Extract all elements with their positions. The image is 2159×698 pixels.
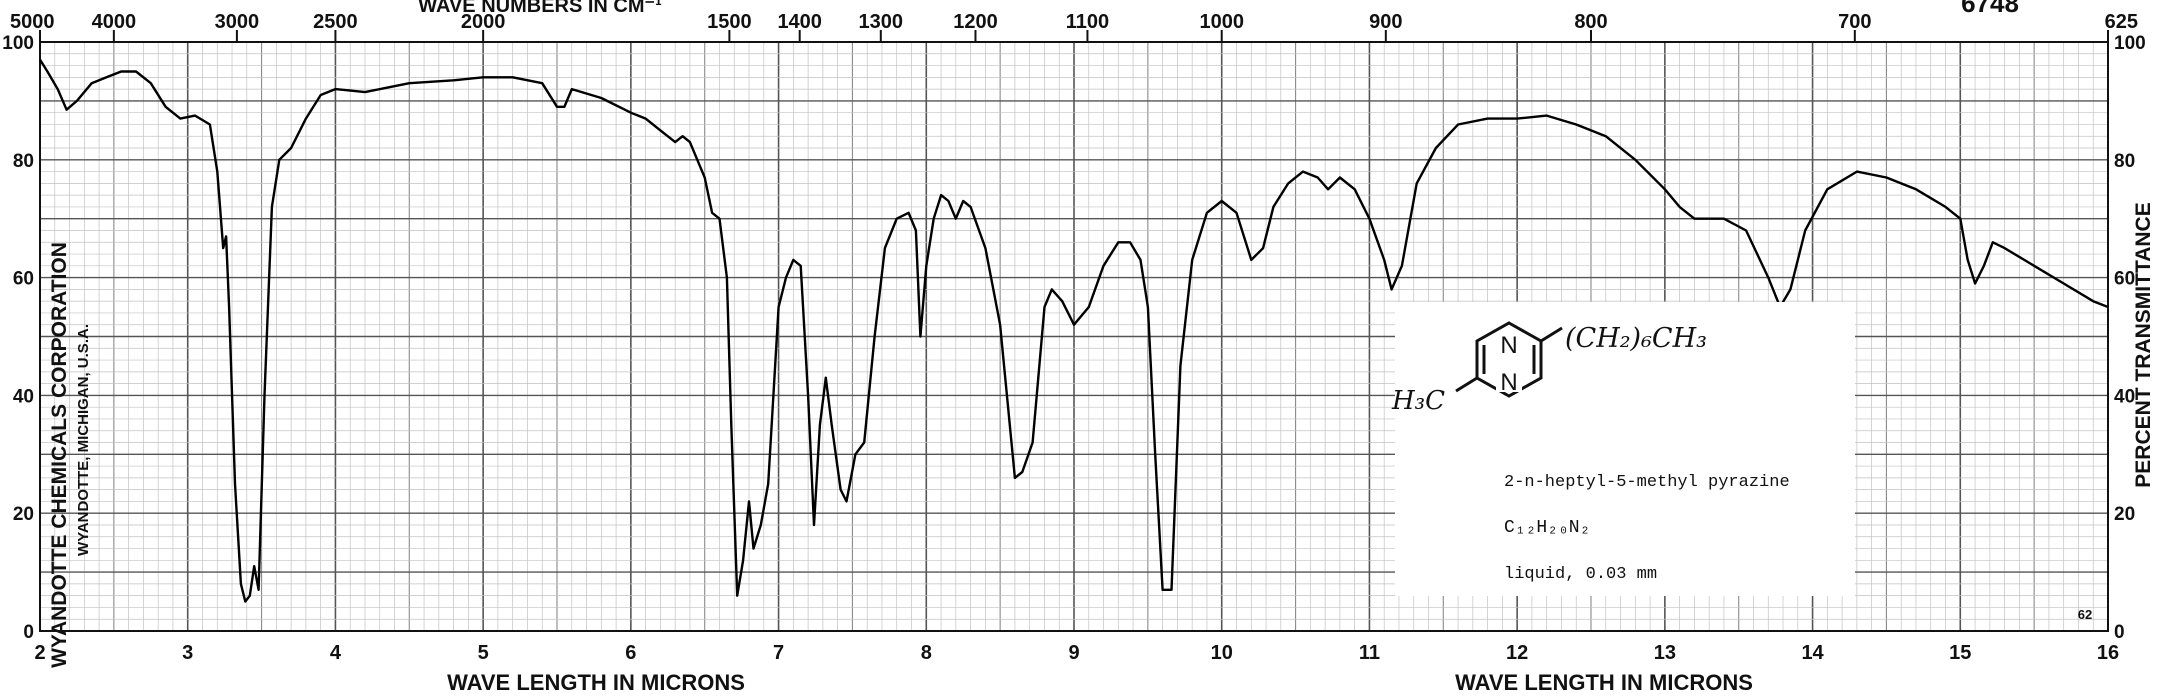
ring-nitrogen-top: N	[1500, 332, 1517, 359]
top-axis-ticks: 5000 4000 3000 2500 2000 1500 1400 1300 1200 1100…	[10, 11, 2138, 42]
company-name: WYANDOTTE CHEMICALS CORPORATION	[48, 242, 71, 668]
x-tick-label: 11	[1359, 642, 1380, 664]
top-tick-label: 1000	[1199, 11, 1244, 33]
y-tick-label-right: 20	[2114, 504, 2135, 525]
y-axis-label: PERCENT TRANSMITTANCE	[2132, 202, 2155, 487]
y-axis-ticks-left: 0 20 40 60 80 100	[2, 33, 34, 643]
top-tick-label: 1300	[859, 11, 904, 33]
substituent-heptyl: (CH₂)₆CH₃	[1565, 323, 1707, 354]
y-tick-label-left: 80	[13, 151, 34, 172]
top-tick-label: 700	[1838, 11, 1871, 33]
corner-number: 6748	[1961, 0, 2019, 18]
y-tick-label-left: 0	[23, 622, 34, 643]
x-tick-label: 9	[1068, 642, 1079, 664]
sample-description: liquid, 0.03 mm	[1504, 565, 1657, 584]
y-tick-label-left: 20	[13, 504, 34, 525]
x-tick-label: 3	[182, 642, 193, 664]
y-tick-label-left: 40	[13, 386, 34, 407]
top-tick-label: 2500	[313, 11, 358, 33]
x-tick-label: 15	[1949, 642, 1971, 664]
x-tick-label: 7	[773, 642, 784, 664]
n-top-mask	[1496, 332, 1522, 356]
top-tick-label: 800	[1574, 11, 1607, 33]
substituent-methyl: H₃C	[1391, 386, 1445, 416]
top-tick-label: 4000	[92, 11, 137, 33]
compound-panel: N N (CH₂)₆CH₃ H₃C 2-n-heptyl-5-methyl py…	[1391, 302, 1855, 596]
x-axis-label-right: WAVE LENGTH IN MICRONS	[1455, 670, 1753, 695]
compound-panel-background	[1395, 302, 1855, 596]
x-tick-label: 5	[478, 642, 489, 664]
top-tick-label: 625	[2105, 11, 2138, 33]
top-tick-label: 1200	[953, 11, 998, 33]
x-tick-label: 16	[2097, 642, 2119, 664]
x-tick-label: 10	[1211, 642, 1233, 664]
top-tick-label: 1400	[777, 11, 822, 33]
x-tick-label: 12	[1506, 642, 1528, 664]
top-tick-label: 5000	[10, 11, 55, 33]
x-tick-label: 2	[34, 642, 45, 664]
ring-nitrogen-bottom: N	[1500, 369, 1517, 396]
y-tick-label-right: 0	[2114, 622, 2125, 643]
top-tick-label: 1500	[707, 11, 752, 33]
y-tick-label-left: 60	[13, 269, 34, 290]
spectrum-line	[38, 59, 2109, 603]
series-layer	[38, 59, 2109, 603]
x-tick-label: 4	[330, 642, 342, 664]
x-tick-label: 13	[1654, 642, 1676, 664]
y-tick-label-left: 100	[2, 33, 34, 54]
top-tick-label: 1100	[1066, 11, 1109, 33]
y-tick-label-right: 80	[2114, 151, 2135, 172]
x-tick-label: 6	[625, 642, 636, 664]
compound-formula: C₁₂H₂₀N₂	[1504, 518, 1590, 538]
y-tick-label-right: 40	[2114, 386, 2135, 407]
top-axis-title: WAVE NUMBERS IN CM⁻¹	[418, 0, 662, 17]
x-tick-label: 14	[1801, 642, 1824, 664]
y-tick-label-right: 100	[2114, 33, 2146, 54]
chart-grid	[39, 41, 2109, 632]
y-axis-ticks-right: 0 20 40 60 80 100	[2114, 33, 2146, 643]
plot-frame	[39, 41, 2109, 632]
x-tick-label: 8	[921, 642, 932, 664]
company-location: WYANDOTTE, MICHIGAN, U.S.A.	[75, 324, 92, 556]
x-axis-ticks: 2 3 4 5 6 7 8 9 10 11 12 13 14 15 16	[34, 642, 2119, 664]
compound-name: 2-n-heptyl-5-methyl pyrazine	[1504, 473, 1790, 492]
n-bottom-mask	[1496, 368, 1522, 392]
top-tick-label: 900	[1369, 11, 1402, 33]
pyrazine-structure	[1455, 321, 1563, 398]
y-tick-label-right: 60	[2114, 269, 2135, 290]
top-tick-label: 2000	[461, 11, 506, 33]
top-tick-label: 3000	[215, 11, 260, 33]
corner-mark: 62	[2078, 607, 2092, 622]
x-axis-label-left: WAVE LENGTH IN MICRONS	[447, 670, 745, 695]
